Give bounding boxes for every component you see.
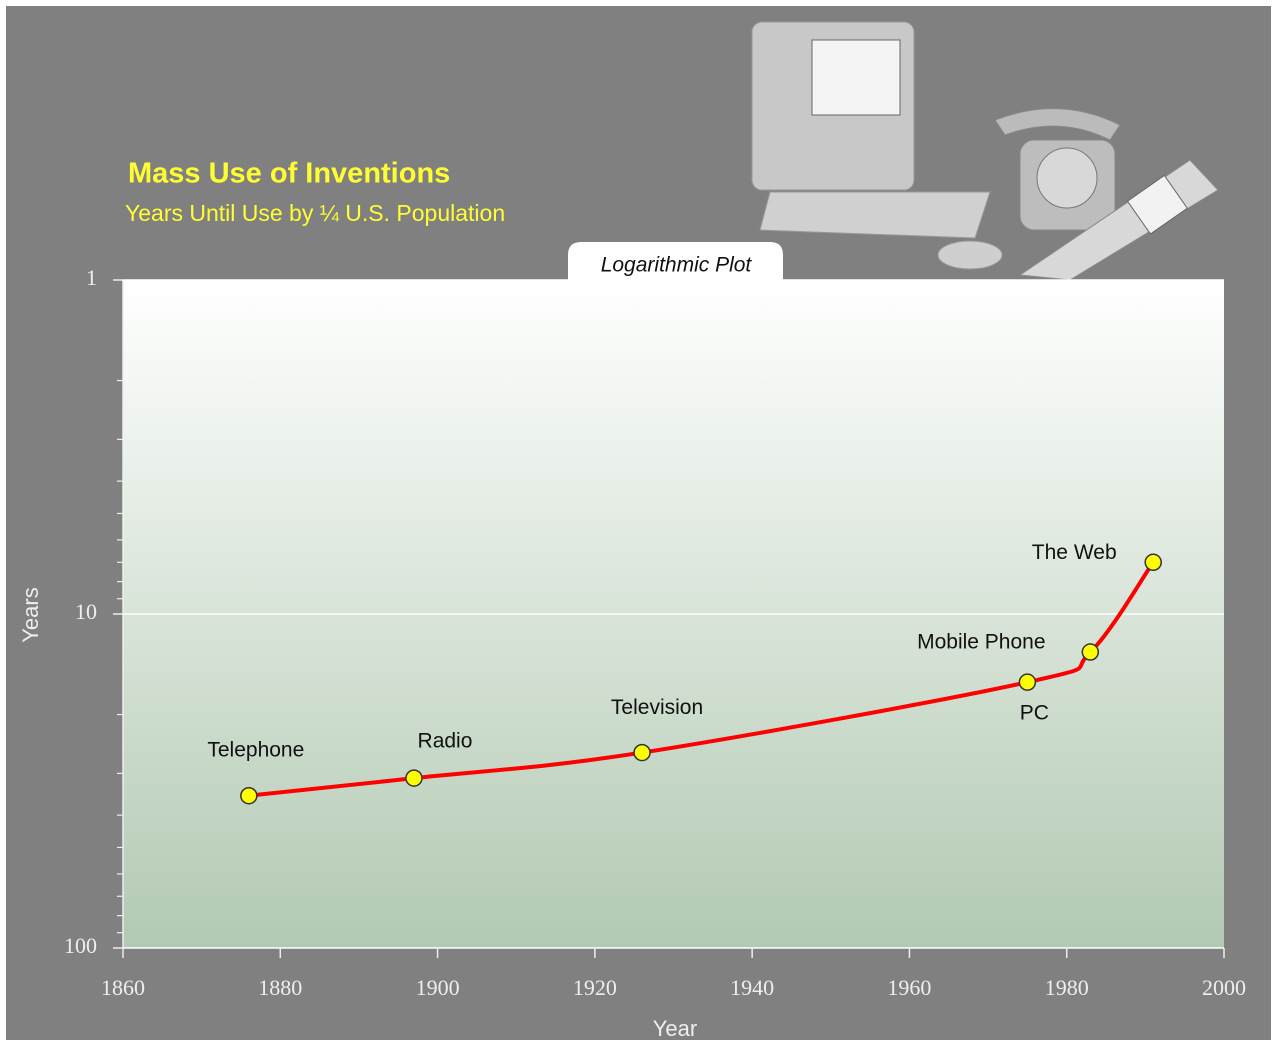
x-tick-label: 1980 bbox=[1045, 975, 1089, 1000]
x-tick-label: 1900 bbox=[416, 975, 460, 1000]
y-tick-label: 1 bbox=[86, 265, 97, 290]
data-point bbox=[405, 769, 423, 787]
annotation: Logarithmic Plot bbox=[601, 254, 753, 277]
illustration bbox=[751, 21, 1219, 281]
x-tick-label: 1860 bbox=[101, 975, 145, 1000]
x-tick-label: 1880 bbox=[258, 975, 302, 1000]
point-label: Mobile Phone bbox=[917, 631, 1045, 654]
annotation-tab bbox=[568, 242, 783, 280]
data-point bbox=[240, 786, 258, 805]
point-label: PC bbox=[1020, 702, 1049, 725]
data-point bbox=[633, 743, 651, 762]
x-tick-label: 1920 bbox=[573, 975, 617, 1000]
point-label: Radio bbox=[418, 730, 473, 753]
y-tick-label: 100 bbox=[64, 933, 97, 958]
point-label: Telephone bbox=[207, 738, 304, 761]
x-tick-label: 1960 bbox=[887, 975, 931, 1000]
chart-subtitle: Years Until Use by ¼ U.S. Population bbox=[125, 200, 505, 226]
x-tick-label: 1940 bbox=[730, 975, 774, 1000]
data-point bbox=[1018, 673, 1037, 691]
data-point bbox=[1144, 553, 1162, 572]
point-label: Television bbox=[611, 696, 703, 719]
x-axis-label: Year bbox=[653, 1016, 697, 1041]
point-label: The Web bbox=[1032, 541, 1117, 564]
y-tick-label: 10 bbox=[75, 599, 97, 624]
chart-title: Mass Use of Inventions bbox=[128, 158, 450, 190]
y-axis-label: Years bbox=[18, 587, 43, 642]
x-tick-label: 2000 bbox=[1202, 975, 1246, 1000]
data-point bbox=[1081, 643, 1100, 661]
